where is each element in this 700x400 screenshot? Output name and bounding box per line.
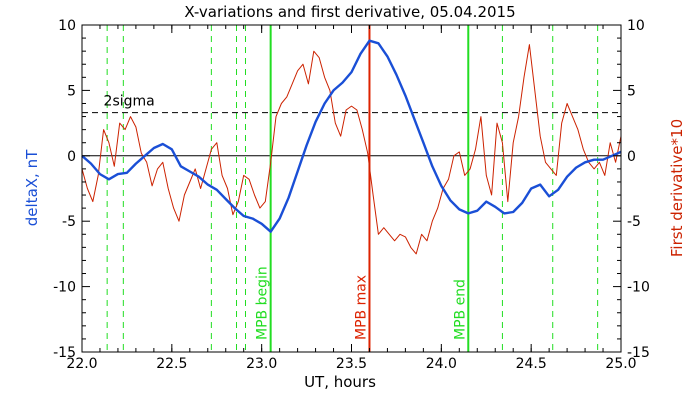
x-axis-label: UT, hours (304, 373, 376, 391)
mpb-marker-label: MPB end (452, 279, 468, 340)
plot-area: 2sigma MPB begin MPB max MPB end 22.0 22.5 23.… (53, 18, 650, 372)
y-tick-label-right: 0 (627, 149, 636, 165)
y-axis-label-right: First derivative*10 (668, 119, 686, 257)
y-tick-label-left: 10 (58, 18, 76, 34)
y-tick-label-left: -15 (53, 345, 76, 361)
x-tick-label: 25.0 (605, 356, 636, 372)
x-tick-label: 22.5 (156, 356, 187, 372)
mpb-marker-label: MPB begin (255, 266, 271, 340)
sigma-label: 2sigma (104, 94, 155, 110)
y-tick-label-left: 5 (67, 83, 76, 99)
x-tick-label: 23.5 (336, 356, 367, 372)
y-tick-label-left: 0 (67, 149, 76, 165)
y-tick-label-right: -10 (627, 280, 650, 296)
mpb-marker-label: MPB max (353, 275, 369, 340)
y-tick-label-left: -10 (53, 280, 76, 296)
y-tick-label-right: 5 (627, 83, 636, 99)
x-tick-label: 22.0 (66, 356, 97, 372)
y-tick-label-right: -15 (627, 345, 650, 361)
chart-title: X-variations and first derivative, 05.04… (184, 3, 515, 21)
y-axis-label-left: deltaX, nT (23, 149, 41, 226)
series-line-deltax (81, 39, 622, 233)
x-tick-label: 24.5 (516, 356, 547, 372)
y-tick-label-left: -5 (62, 214, 76, 230)
y-tick-label-right: 10 (627, 18, 645, 34)
y-tick-label-right: -5 (627, 214, 641, 230)
series-line-first-derivative-10 (81, 44, 622, 255)
x-tick-label: 24.0 (426, 356, 457, 372)
x-tick-label: 23.0 (246, 356, 277, 372)
